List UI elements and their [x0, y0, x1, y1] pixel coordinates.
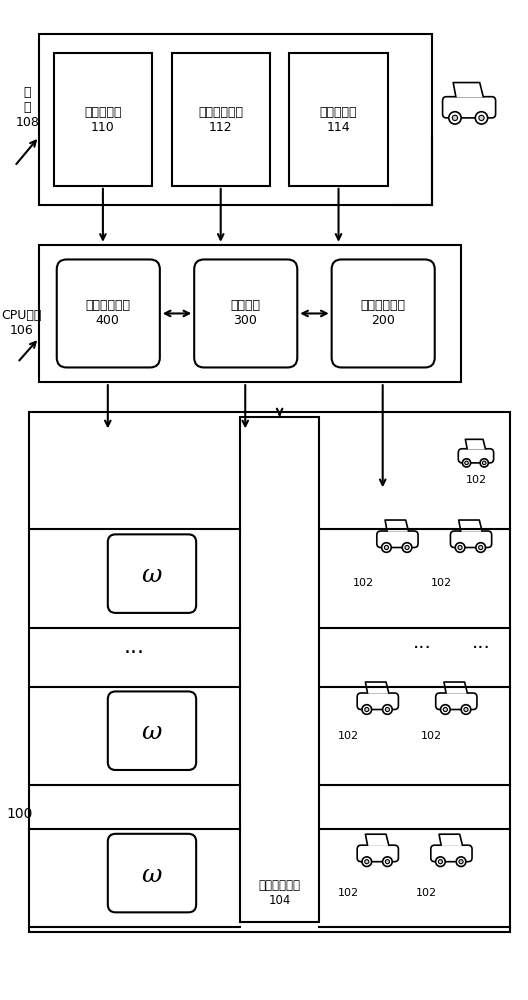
- Text: 102: 102: [465, 475, 486, 485]
- Text: 102: 102: [421, 731, 442, 741]
- FancyBboxPatch shape: [108, 534, 196, 613]
- Text: 102: 102: [416, 888, 437, 898]
- Polygon shape: [365, 834, 389, 845]
- Polygon shape: [439, 834, 463, 845]
- Text: 102: 102: [338, 731, 359, 741]
- Polygon shape: [444, 682, 467, 693]
- FancyBboxPatch shape: [332, 259, 435, 367]
- Circle shape: [365, 860, 369, 864]
- Circle shape: [461, 705, 471, 714]
- Circle shape: [365, 707, 369, 712]
- Text: 102: 102: [353, 578, 374, 588]
- Text: 能
源
108: 能 源 108: [15, 86, 39, 129]
- Bar: [54, 53, 152, 186]
- Circle shape: [383, 705, 392, 714]
- Text: 本地存储电源
112: 本地存储电源 112: [198, 106, 243, 134]
- Circle shape: [464, 707, 468, 712]
- Text: 可再生能源
110: 可再生能源 110: [84, 106, 121, 134]
- Circle shape: [402, 543, 412, 552]
- Circle shape: [458, 545, 462, 550]
- Bar: [39, 34, 432, 205]
- FancyBboxPatch shape: [56, 259, 160, 367]
- FancyBboxPatch shape: [357, 693, 399, 710]
- Text: ...: ...: [472, 633, 491, 652]
- FancyBboxPatch shape: [108, 691, 196, 770]
- Circle shape: [405, 545, 409, 550]
- Polygon shape: [465, 439, 485, 449]
- Circle shape: [478, 545, 483, 550]
- Polygon shape: [459, 520, 482, 531]
- Circle shape: [449, 112, 461, 124]
- Text: 电力分配模块
400: 电力分配模块 400: [86, 299, 130, 327]
- Circle shape: [459, 860, 463, 864]
- FancyBboxPatch shape: [377, 531, 418, 548]
- Circle shape: [456, 857, 466, 866]
- Circle shape: [444, 707, 447, 712]
- Text: ω: ω: [142, 721, 162, 744]
- Text: 100: 100: [6, 807, 33, 821]
- Text: 网络切换部件
104: 网络切换部件 104: [259, 879, 300, 907]
- Bar: [172, 53, 270, 186]
- Text: 电力网电源
114: 电力网电源 114: [320, 106, 357, 134]
- Text: 接纳控制模块
200: 接纳控制模块 200: [360, 299, 405, 327]
- Circle shape: [483, 461, 486, 465]
- FancyBboxPatch shape: [458, 449, 494, 463]
- Circle shape: [438, 860, 442, 864]
- Text: ...: ...: [412, 633, 431, 652]
- Circle shape: [385, 860, 390, 864]
- Circle shape: [382, 543, 391, 552]
- Circle shape: [384, 545, 389, 550]
- FancyBboxPatch shape: [436, 693, 477, 710]
- Polygon shape: [365, 682, 389, 693]
- Circle shape: [479, 115, 484, 121]
- Bar: [29, 412, 511, 932]
- FancyBboxPatch shape: [431, 845, 472, 862]
- Text: ω: ω: [142, 864, 162, 887]
- Bar: [39, 245, 461, 382]
- Circle shape: [463, 459, 470, 467]
- Text: 102: 102: [431, 578, 452, 588]
- Circle shape: [480, 459, 488, 467]
- Bar: [240, 417, 319, 922]
- Text: 102: 102: [338, 888, 359, 898]
- Polygon shape: [453, 83, 483, 97]
- FancyBboxPatch shape: [442, 97, 496, 118]
- Text: ...: ...: [124, 637, 145, 657]
- Circle shape: [362, 705, 372, 714]
- FancyBboxPatch shape: [194, 259, 297, 367]
- Circle shape: [440, 705, 450, 714]
- FancyBboxPatch shape: [450, 531, 492, 548]
- Circle shape: [383, 857, 392, 866]
- Text: 调度模块
300: 调度模块 300: [230, 299, 260, 327]
- FancyBboxPatch shape: [357, 845, 399, 862]
- Circle shape: [452, 115, 458, 121]
- FancyBboxPatch shape: [108, 834, 196, 912]
- Circle shape: [475, 112, 488, 124]
- Circle shape: [455, 543, 465, 552]
- Circle shape: [436, 857, 445, 866]
- Text: CPU部件
106: CPU部件 106: [1, 309, 42, 337]
- Bar: [289, 53, 388, 186]
- Polygon shape: [385, 520, 409, 531]
- Circle shape: [476, 543, 485, 552]
- Circle shape: [362, 857, 372, 866]
- Text: ω: ω: [142, 564, 162, 587]
- Circle shape: [385, 707, 390, 712]
- Circle shape: [465, 461, 468, 465]
